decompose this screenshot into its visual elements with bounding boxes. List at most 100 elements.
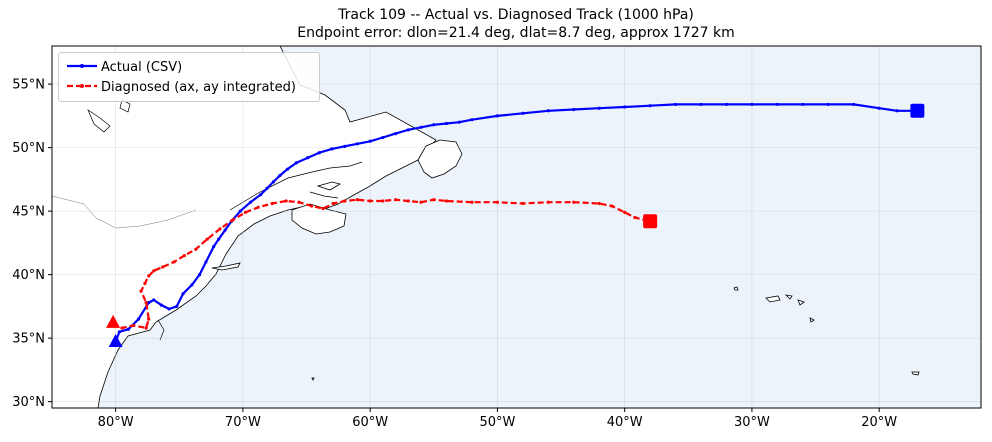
point-actual-48: [724, 102, 729, 107]
point-actual-5: [152, 298, 156, 302]
point-diagnosed-29: [394, 198, 398, 202]
x-tick-label-2: 60°W: [352, 415, 388, 430]
point-diagnosed-16: [231, 218, 235, 222]
x-tick-label-1: 70°W: [225, 415, 261, 430]
end-marker-actual: [910, 103, 925, 118]
point-actual-47: [699, 102, 703, 107]
legend-label-actual: Actual (CSV): [101, 60, 183, 75]
point-actual-24: [294, 161, 298, 165]
point-actual-30: [368, 139, 372, 143]
point-actual-51: [801, 102, 805, 107]
gridlines: [52, 46, 981, 408]
point-actual-40: [521, 111, 525, 115]
y-tick-label-4: 50°N: [12, 141, 45, 156]
point-actual-4: [147, 300, 151, 305]
point-actual-14: [217, 237, 221, 241]
point-actual-32: [394, 132, 398, 136]
point-actual-10: [190, 283, 194, 287]
point-actual-54: [877, 106, 881, 110]
point-diagnosed-28: [381, 199, 385, 203]
point-actual-35: [432, 123, 436, 127]
state-border-line: [52, 195, 197, 229]
x-tick-label-5: 30°W: [734, 415, 770, 430]
point-actual-25: [306, 156, 310, 160]
azores-island-1: [733, 286, 739, 291]
x-tick-label-3: 50°W: [479, 415, 515, 430]
hudson-coast: [119, 99, 131, 113]
point-diagnosed-17: [243, 210, 248, 214]
point-actual-50: [775, 102, 779, 107]
point-diagnosed-23: [321, 206, 325, 211]
end-marker-diagnosed: [643, 214, 658, 229]
coast-details: [52, 99, 363, 341]
x-tick-label-6: 20°W: [861, 415, 897, 430]
point-actual-45: [648, 104, 652, 108]
point-actual-23: [285, 167, 290, 171]
point-diagnosed-11: [172, 260, 176, 264]
point-actual-12: [204, 260, 208, 264]
point-diagnosed-36: [521, 201, 525, 206]
point-actual-26: [317, 151, 321, 155]
atlantic-islands: [311, 286, 920, 381]
point-diagnosed-20: [284, 199, 288, 203]
point-actual-13: [212, 245, 216, 249]
point-actual-27: [330, 147, 334, 151]
point-actual-55: [895, 109, 899, 113]
point-diagnosed-31: [419, 200, 423, 204]
point-diagnosed-42: [633, 215, 637, 220]
point-diagnosed-18: [256, 205, 260, 209]
point-diagnosed-3: [144, 326, 148, 330]
azores-island-3: [784, 294, 793, 300]
point-diagnosed-32: [432, 198, 436, 202]
point-diagnosed-22: [310, 204, 314, 208]
point-actual-11: [198, 273, 202, 277]
axes-frame: [51, 45, 982, 409]
point-actual-3: [136, 317, 141, 321]
point-actual-38: [470, 118, 474, 122]
point-diagnosed-25: [343, 199, 347, 203]
point-diagnosed-39: [597, 201, 601, 206]
st-lawrence-coast: [229, 161, 363, 211]
point-diagnosed-24: [331, 201, 335, 206]
point-actual-20: [265, 186, 269, 190]
y-tick-label-5: 55°N: [12, 78, 45, 93]
point-actual-28: [343, 144, 347, 148]
axis-ticks: 80°W 70°W 60°W 50°W 40°W 30°W 20°W 30°N 35°N 40°N…: [12, 78, 897, 430]
point-actual-18: [248, 200, 253, 204]
point-diagnosed-30: [406, 199, 410, 203]
y-tick-label-0: 30°N: [12, 395, 45, 410]
point-actual-17: [238, 209, 242, 213]
point-diagnosed-27: [368, 199, 372, 203]
point-diagnosed-37: [546, 200, 550, 204]
series-layer: [106, 102, 925, 347]
point-actual-49: [750, 102, 754, 107]
bermuda-island: [311, 377, 315, 381]
legend-label-diagnosed: Diagnosed (ax, ay integrated): [101, 80, 296, 95]
y-tick-label-1: 35°N: [12, 332, 45, 347]
point-diagnosed-19: [270, 201, 274, 206]
point-actual-2: [126, 327, 130, 331]
start-marker-diagnosed: [106, 314, 121, 328]
point-actual-19: [259, 193, 263, 197]
point-actual-9: [181, 292, 185, 296]
point-diagnosed-4: [147, 317, 151, 321]
point-actual-46: [673, 102, 678, 107]
point-actual-52: [826, 102, 830, 107]
point-diagnosed-40: [610, 204, 614, 208]
gaspe-coast: [309, 191, 339, 199]
y-tick-label-2: 40°N: [12, 268, 45, 283]
point-diagnosed-35: [495, 200, 500, 204]
point-diagnosed-5: [144, 300, 148, 305]
start-marker-actual: [108, 333, 123, 347]
legend: Actual (CSV) Diagnosed (ax, ay integrate…: [58, 52, 320, 102]
point-diagnosed-8: [147, 274, 151, 278]
point-actual-1: [117, 330, 122, 334]
point-actual-44: [623, 105, 627, 109]
point-actual-42: [572, 107, 576, 112]
point-diagnosed-41: [623, 210, 627, 214]
point-diagnosed-7: [143, 281, 147, 286]
point-actual-41: [546, 109, 550, 113]
gulf-island: [316, 181, 342, 191]
point-diagnosed-2: [131, 323, 136, 328]
